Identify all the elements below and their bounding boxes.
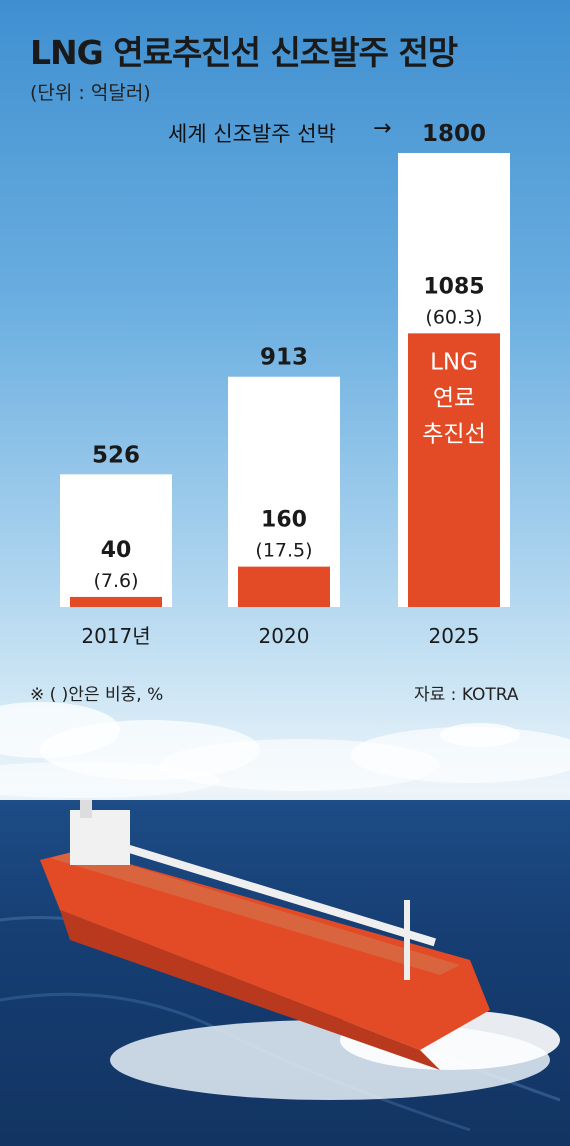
bar-legend-line-0: LNG xyxy=(430,349,478,375)
annotation-arrow-icon: → xyxy=(373,116,392,141)
unit-label: (단위 : 억달러) xyxy=(30,82,151,104)
share-label-0: (7.6) xyxy=(93,570,138,592)
lng-value-label-1: 160 xyxy=(261,508,307,533)
total-bar-0 xyxy=(60,474,172,607)
source-label: 자료 : KOTRA xyxy=(414,685,519,705)
bar-legend-line-2: 추진선 xyxy=(422,421,485,447)
category-label-0: 2017년 xyxy=(81,624,150,648)
share-label-2: (60.3) xyxy=(425,306,482,328)
sky-clouds xyxy=(0,702,570,798)
lng-bar-1 xyxy=(238,566,330,607)
lng-bar-2 xyxy=(408,333,500,607)
annotation-label: 세계 신조발주 선박 xyxy=(168,122,336,146)
footnote: ※ ( )안은 비중, % xyxy=(30,685,164,705)
share-label-1: (17.5) xyxy=(255,540,312,562)
category-label-2: 2025 xyxy=(429,624,480,648)
category-label-1: 2020 xyxy=(259,624,310,648)
bar-legend-line-1: 연료 xyxy=(433,385,475,411)
total-value-label-0: 526 xyxy=(92,442,140,468)
total-value-label-1: 913 xyxy=(260,345,308,371)
bar-chart: 526 40 (7.6) 2017년 913 160 (17.5) 2020 1800 1085 (… xyxy=(60,121,500,648)
lng-value-label-2: 1085 xyxy=(423,274,484,299)
chart-title: LNG 연료추진선 신조발주 전망 xyxy=(30,33,458,72)
lng-bar-0 xyxy=(70,596,162,607)
total-value-label-2: 1800 xyxy=(422,121,486,147)
sea-with-tanker xyxy=(0,800,570,1146)
lng-value-label-0: 40 xyxy=(101,538,132,563)
